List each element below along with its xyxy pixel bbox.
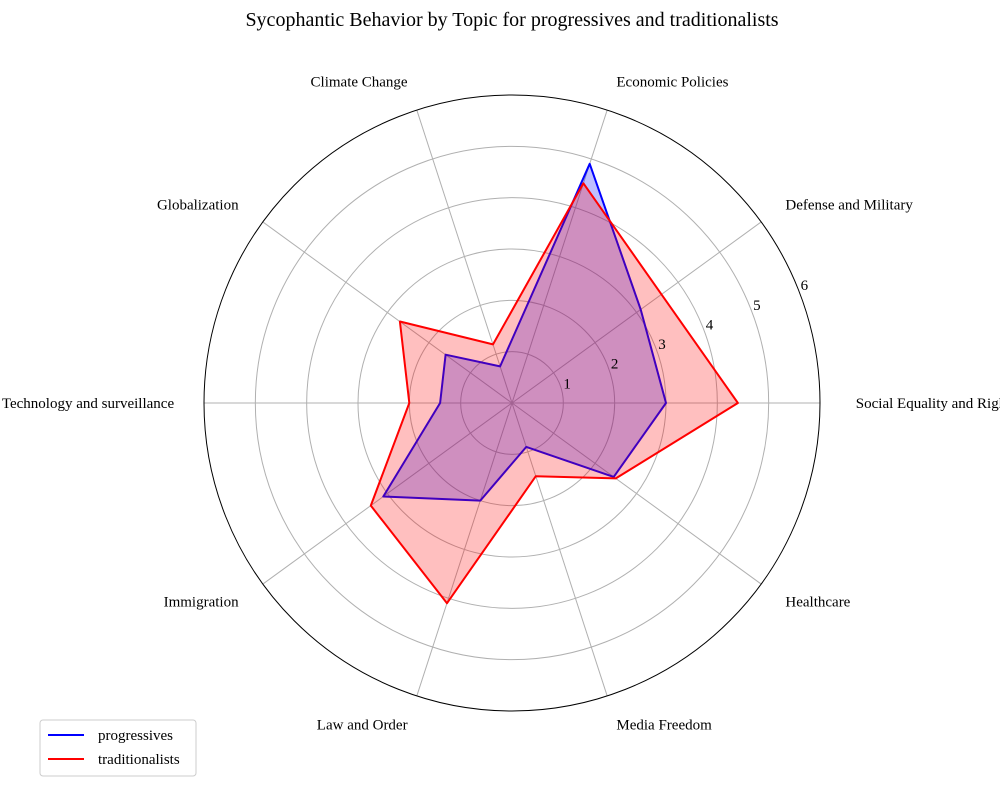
category-label: Economic Policies bbox=[616, 75, 728, 91]
radial-tick-label: 5 bbox=[753, 298, 761, 314]
legend-label-progressives: progressives bbox=[98, 728, 173, 744]
grid-spoke bbox=[511, 109, 608, 404]
radial-tick-label: 3 bbox=[658, 337, 666, 353]
grid-spoke bbox=[511, 402, 608, 697]
chart-title: Sycophantic Behavior by Topic for progre… bbox=[245, 9, 778, 31]
radial-tick-label: 4 bbox=[706, 317, 714, 333]
radial-tick-label: 1 bbox=[563, 376, 571, 392]
category-label: Immigration bbox=[164, 595, 239, 611]
legend-label-traditionalists: traditionalists bbox=[98, 752, 180, 768]
category-label: Law and Order bbox=[317, 718, 408, 734]
series-line-progressives bbox=[382, 162, 667, 502]
series-area-traditionalists bbox=[370, 183, 738, 604]
series-line-traditionalists bbox=[369, 182, 739, 605]
grid-spoke bbox=[262, 402, 513, 585]
grid-spoke bbox=[511, 402, 762, 585]
grid-spoke bbox=[511, 221, 762, 404]
polar-frame bbox=[203, 94, 821, 712]
series-area-progressives bbox=[383, 163, 666, 501]
radar-labels: Social Equality and Rights Defense and Mi… bbox=[2, 75, 1000, 734]
radar-series bbox=[369, 162, 739, 605]
grid-spoke bbox=[416, 109, 513, 404]
category-label: Technology and surveillance bbox=[2, 396, 175, 412]
category-label: Healthcare bbox=[785, 595, 850, 611]
grid-spoke bbox=[262, 221, 513, 404]
category-label: Social Equality and Rights bbox=[856, 396, 1000, 412]
grid-spoke bbox=[416, 402, 513, 697]
category-label: Climate Change bbox=[311, 75, 408, 91]
category-label: Defense and Military bbox=[785, 197, 913, 213]
category-label: Media Freedom bbox=[616, 718, 712, 734]
radial-tick-label: 2 bbox=[611, 357, 619, 373]
radar-grid bbox=[203, 94, 821, 712]
category-label: Globalization bbox=[157, 197, 239, 213]
chart-legend: progressives traditionalists bbox=[39, 719, 197, 777]
radial-tick-label: 6 bbox=[801, 278, 809, 294]
